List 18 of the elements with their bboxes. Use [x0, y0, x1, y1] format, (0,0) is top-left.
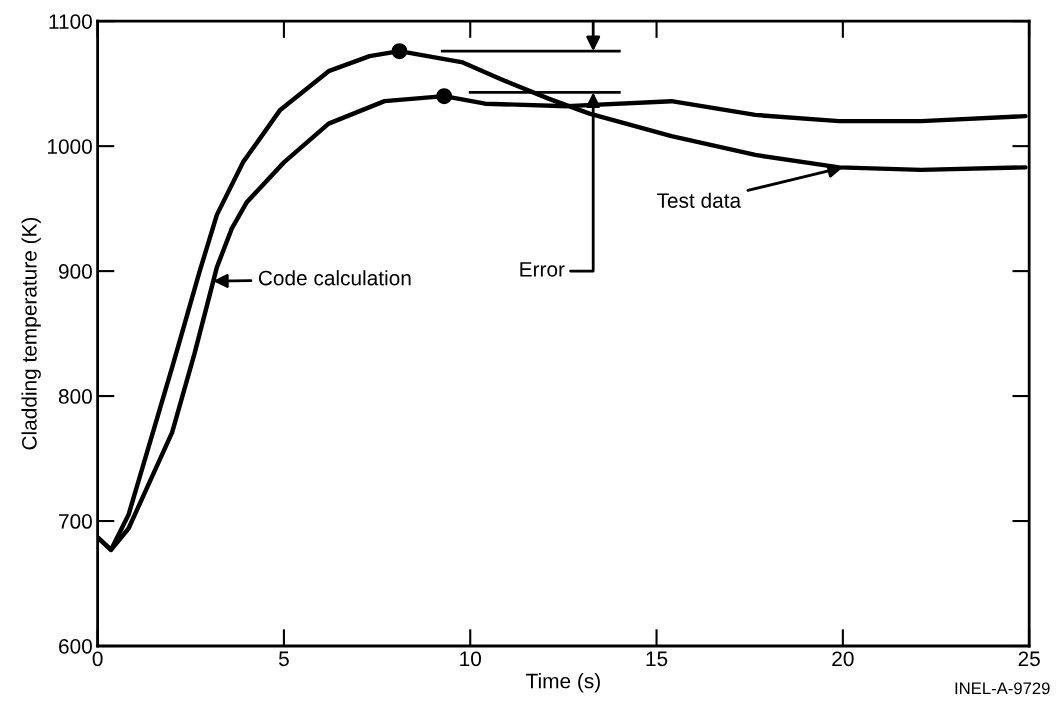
x-tick-label: 20	[832, 651, 854, 667]
x-tick-label: 15	[646, 651, 668, 667]
y-tick-label: 700	[59, 514, 92, 529]
y-axis-title: Cladding temperature (K)	[21, 217, 41, 450]
y-tick-label: 600	[59, 638, 92, 654]
y-tick-label: 800	[58, 389, 92, 404]
annotation: Error	[520, 262, 565, 277]
annotation: Code calculation	[258, 270, 411, 286]
y-tick-label: 1000	[48, 139, 92, 154]
annotation: Test data	[657, 192, 742, 208]
y-tick-label: 1100	[49, 14, 92, 29]
x-tick-label: 0	[92, 651, 103, 667]
x-tick-label: 5	[278, 651, 289, 667]
y-tick-label: 900	[58, 264, 92, 279]
text: INEL-A-9729	[955, 682, 1050, 695]
x-tick-label: 25	[1018, 651, 1040, 667]
x-tick-label: 10	[460, 651, 482, 667]
x-axis-title: Time (s)	[526, 673, 600, 693]
